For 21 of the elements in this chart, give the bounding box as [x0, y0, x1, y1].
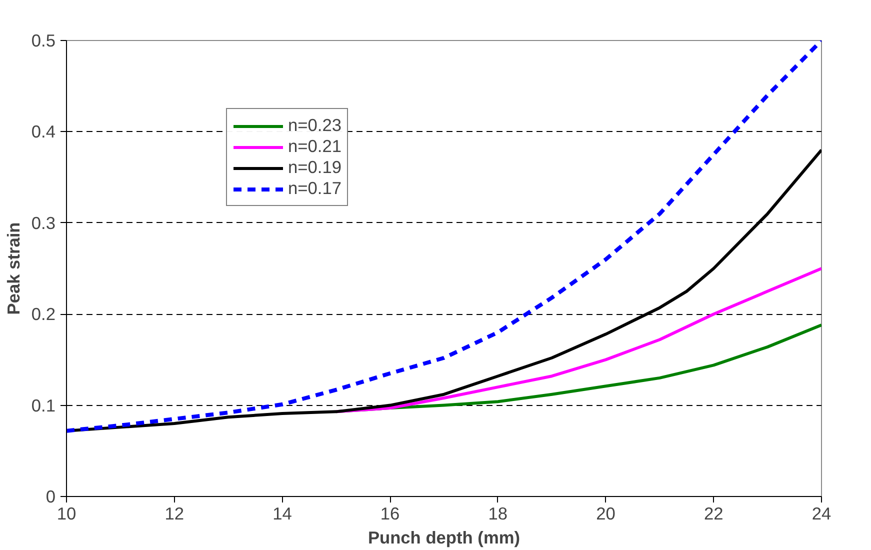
x-tick-label: 10 — [56, 504, 76, 524]
y-axis-title: Peak strain — [3, 222, 24, 315]
y-tick-label: 0.5 — [31, 30, 56, 50]
line-series — [66, 40, 822, 433]
x-tick-label: 24 — [812, 504, 832, 524]
y-tick-label: 0.3 — [31, 212, 56, 233]
legend-label: n=0.21 — [288, 136, 342, 157]
x-tick-label: 14 — [272, 504, 292, 524]
y-tick-label: 0.1 — [31, 395, 56, 416]
x-tick-label: 18 — [488, 504, 508, 524]
x-tick-label: 20 — [596, 504, 616, 524]
y-tick-label: 0 — [46, 486, 56, 506]
legend-label: n=0.17 — [288, 178, 342, 199]
x-axis-title: Punch depth (mm) — [368, 528, 520, 548]
y-tick-label: 0.4 — [31, 122, 56, 142]
y-tick-label: 0.2 — [31, 304, 56, 324]
x-tick-label: 12 — [164, 504, 184, 524]
x-tick-label: 16 — [380, 504, 400, 524]
x-tick-label: 22 — [704, 504, 724, 524]
legend-label: n=0.23 — [288, 115, 342, 136]
legend-label: n=0.19 — [288, 157, 342, 178]
